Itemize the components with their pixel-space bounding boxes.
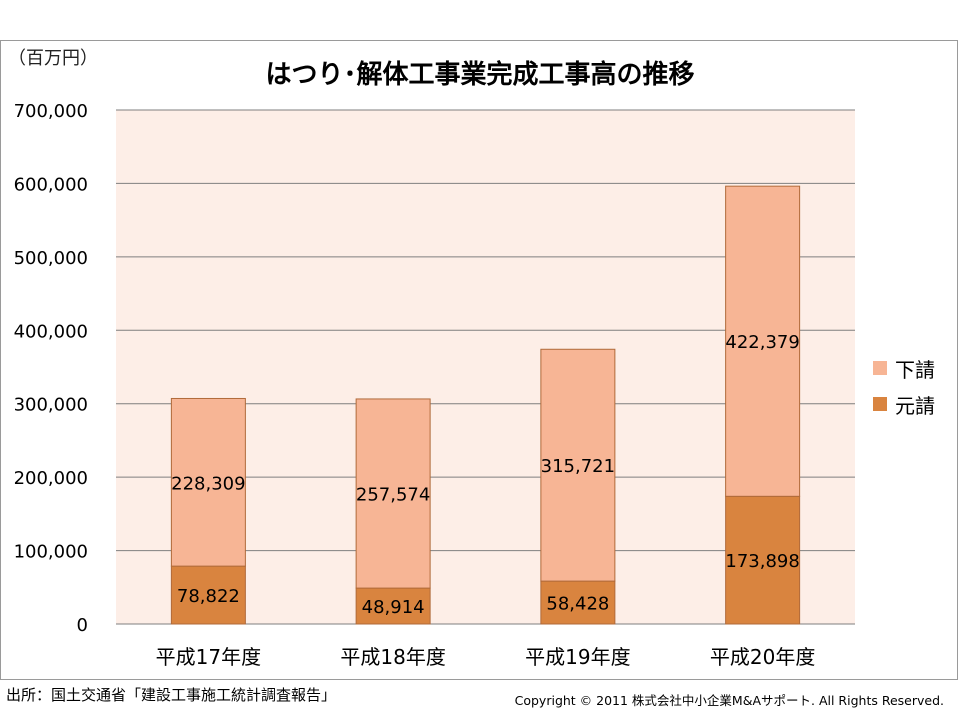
y-axis-unit-label: （百万円） <box>8 48 98 69</box>
y-tick-label: 200,000 <box>14 468 88 489</box>
y-tick-label: 300,000 <box>14 395 88 416</box>
data-label-subcontract: 422,379 <box>725 332 799 353</box>
y-tick-label: 100,000 <box>14 542 88 563</box>
data-label-subcontract: 257,574 <box>356 485 430 506</box>
bar-segment-subcontract <box>170 397 246 567</box>
y-tick-label: 700,000 <box>14 101 88 122</box>
y-tick-label: 600,000 <box>14 174 88 195</box>
data-label-subcontract: 228,309 <box>171 473 245 494</box>
bar-segment-subcontract <box>540 348 616 582</box>
legend-item-prime: 元請 <box>873 386 935 422</box>
legend-swatch-subcontract <box>873 361 887 375</box>
chart-title: はつり･解体工事業完成工事高の推移 <box>265 60 695 90</box>
legend-swatch-prime <box>873 397 887 411</box>
bar-segment-subcontract <box>355 398 431 589</box>
y-tick-label: 400,000 <box>14 321 88 342</box>
x-tick-label: 平成20年度 <box>710 645 815 669</box>
data-label-subcontract: 315,721 <box>541 456 615 477</box>
data-label-prime: 173,898 <box>725 551 799 572</box>
x-tick-label: 平成17年度 <box>156 645 261 669</box>
bar-segment-subcontract <box>725 185 801 497</box>
legend-label-prime: 元請 <box>895 393 935 418</box>
x-tick-label: 平成18年度 <box>340 645 445 669</box>
bar-segment-prime <box>170 565 246 625</box>
x-tick-label: 平成19年度 <box>525 645 630 669</box>
chart-frame <box>0 40 958 680</box>
bar-segment-prime <box>540 580 616 625</box>
data-label-prime: 78,822 <box>177 586 240 607</box>
legend-label-subcontract: 下請 <box>895 357 935 382</box>
bar-segment-prime <box>355 587 431 625</box>
data-label-prime: 48,914 <box>362 597 425 618</box>
source-note: 出所：国土交通省「建設工事施工統計調査報告」 <box>6 686 337 704</box>
y-tick-label: 500,000 <box>14 248 88 269</box>
legend-item-subcontract: 下請 <box>873 350 935 386</box>
data-label-prime: 58,428 <box>546 594 609 615</box>
chart-legend: 下請 元請 <box>873 350 935 422</box>
copyright-note: Copyright © 2011 株式会社中小企業M&Aサポート. All Ri… <box>514 693 944 708</box>
y-tick-label: 0 <box>77 615 88 636</box>
